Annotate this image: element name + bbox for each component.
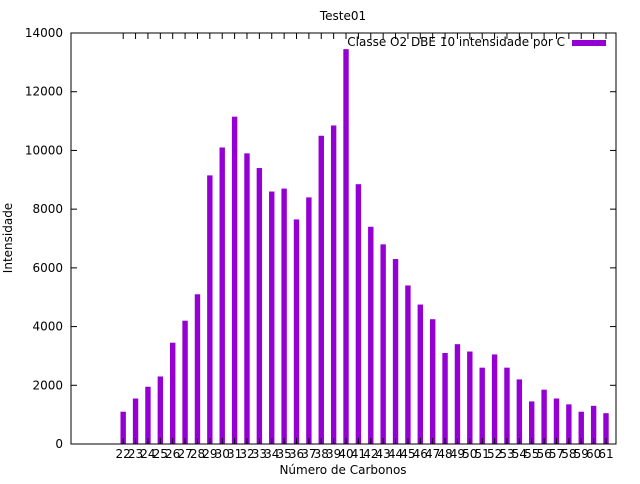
y-tick-label: 0 <box>55 437 63 451</box>
x-tick-label: 54 <box>512 447 527 461</box>
x-tick-label: 46 <box>413 447 428 461</box>
x-tick-label: 33 <box>252 447 267 461</box>
y-tick-label: 10000 <box>25 143 63 157</box>
legend: Classe O2 DBE 10 intensidade por C <box>347 35 606 49</box>
x-tick-label: 61 <box>598 447 613 461</box>
x-tick-label: 56 <box>536 447 551 461</box>
x-tick-label: 26 <box>165 447 180 461</box>
bar <box>132 398 139 444</box>
bar <box>467 351 473 444</box>
x-tick-label: 47 <box>425 447 440 461</box>
x-tick-label: 31 <box>227 447 242 461</box>
y-tick-label: 4000 <box>32 320 63 334</box>
x-tick-label: 24 <box>140 447 155 461</box>
y-tick-label: 8000 <box>32 202 63 216</box>
plot-frame <box>70 32 617 445</box>
x-tick-label: 42 <box>363 447 378 461</box>
x-tick-label: 27 <box>177 447 192 461</box>
plot-area: 0 2000 4000 6000 8000 10000 12000 14000 22232425… <box>25 26 616 461</box>
bar <box>293 219 300 444</box>
bar <box>603 413 609 444</box>
x-axis-label: Número de Carbonos <box>279 463 406 477</box>
y-axis-label: Intensidade <box>1 203 15 273</box>
y-tick-label: 14000 <box>25 26 63 40</box>
bar <box>355 184 362 444</box>
x-tick-label: 38 <box>314 447 329 461</box>
x-tick-label: 39 <box>326 447 341 461</box>
bar <box>157 376 164 444</box>
bar <box>454 344 461 444</box>
y-tick-label: 2000 <box>32 378 63 392</box>
x-tick-label: 45 <box>400 447 415 461</box>
bar <box>368 226 374 444</box>
bar <box>281 188 287 444</box>
chart-title: Teste01 <box>319 9 366 23</box>
bar <box>256 168 263 445</box>
bar <box>219 147 225 445</box>
bar <box>541 389 547 444</box>
x-tick-label: 37 <box>301 447 316 461</box>
bar <box>442 352 448 444</box>
x-tick-label: 59 <box>574 447 589 461</box>
bar <box>318 135 324 444</box>
x-tick-label: 36 <box>289 447 304 461</box>
y-tick-label: 12000 <box>25 85 63 99</box>
x-tick-label: 29 <box>202 447 217 461</box>
x-tick-label: 51 <box>475 447 490 461</box>
x-tick-label: 52 <box>487 447 502 461</box>
x-tick-label: 48 <box>437 447 452 461</box>
x-tick-label: 43 <box>376 447 391 461</box>
x-tick-label: 25 <box>153 447 168 461</box>
bar <box>392 259 399 444</box>
legend-swatch <box>572 40 606 46</box>
x-tick-label: 28 <box>190 447 205 461</box>
x-tick-label: 35 <box>276 447 291 461</box>
bar <box>516 379 523 444</box>
x-tick-label: 57 <box>549 447 564 461</box>
bar <box>269 191 275 444</box>
bar <box>417 304 423 444</box>
x-tick-label: 41 <box>351 447 366 461</box>
bar <box>194 294 201 444</box>
y-tick-label: 6000 <box>32 261 63 275</box>
x-tick-label: 53 <box>499 447 514 461</box>
bar <box>244 153 250 445</box>
bar <box>566 404 572 444</box>
bar <box>405 285 411 444</box>
bar <box>429 319 436 444</box>
bar <box>207 175 213 444</box>
bar <box>170 342 176 444</box>
x-tick-label: 32 <box>239 447 254 461</box>
x-tick-label: 40 <box>338 447 353 461</box>
bar <box>529 401 535 444</box>
bar <box>231 116 238 445</box>
bar <box>120 411 126 444</box>
x-tick-label: 22 <box>116 447 131 461</box>
bar <box>578 411 584 444</box>
x-tick-label: 60 <box>586 447 601 461</box>
bar <box>553 398 560 444</box>
x-tick-label: 30 <box>215 447 230 461</box>
bar <box>330 125 337 444</box>
x-tick-label: 55 <box>524 447 539 461</box>
x-tick-label: 23 <box>128 447 143 461</box>
x-tick-label: 44 <box>388 447 403 461</box>
bar <box>306 197 312 444</box>
bar <box>590 405 597 444</box>
x-tick-label: 34 <box>264 447 279 461</box>
bar <box>504 367 510 444</box>
x-tick-label: 50 <box>462 447 477 461</box>
bar <box>380 244 386 444</box>
bar <box>479 367 485 444</box>
legend-label: Classe O2 DBE 10 intensidade por C <box>347 35 565 49</box>
bar <box>343 49 349 445</box>
bar <box>491 354 498 444</box>
bar <box>145 386 151 444</box>
x-tick-label: 58 <box>561 447 576 461</box>
bar <box>182 320 188 444</box>
x-tick-label: 49 <box>450 447 465 461</box>
